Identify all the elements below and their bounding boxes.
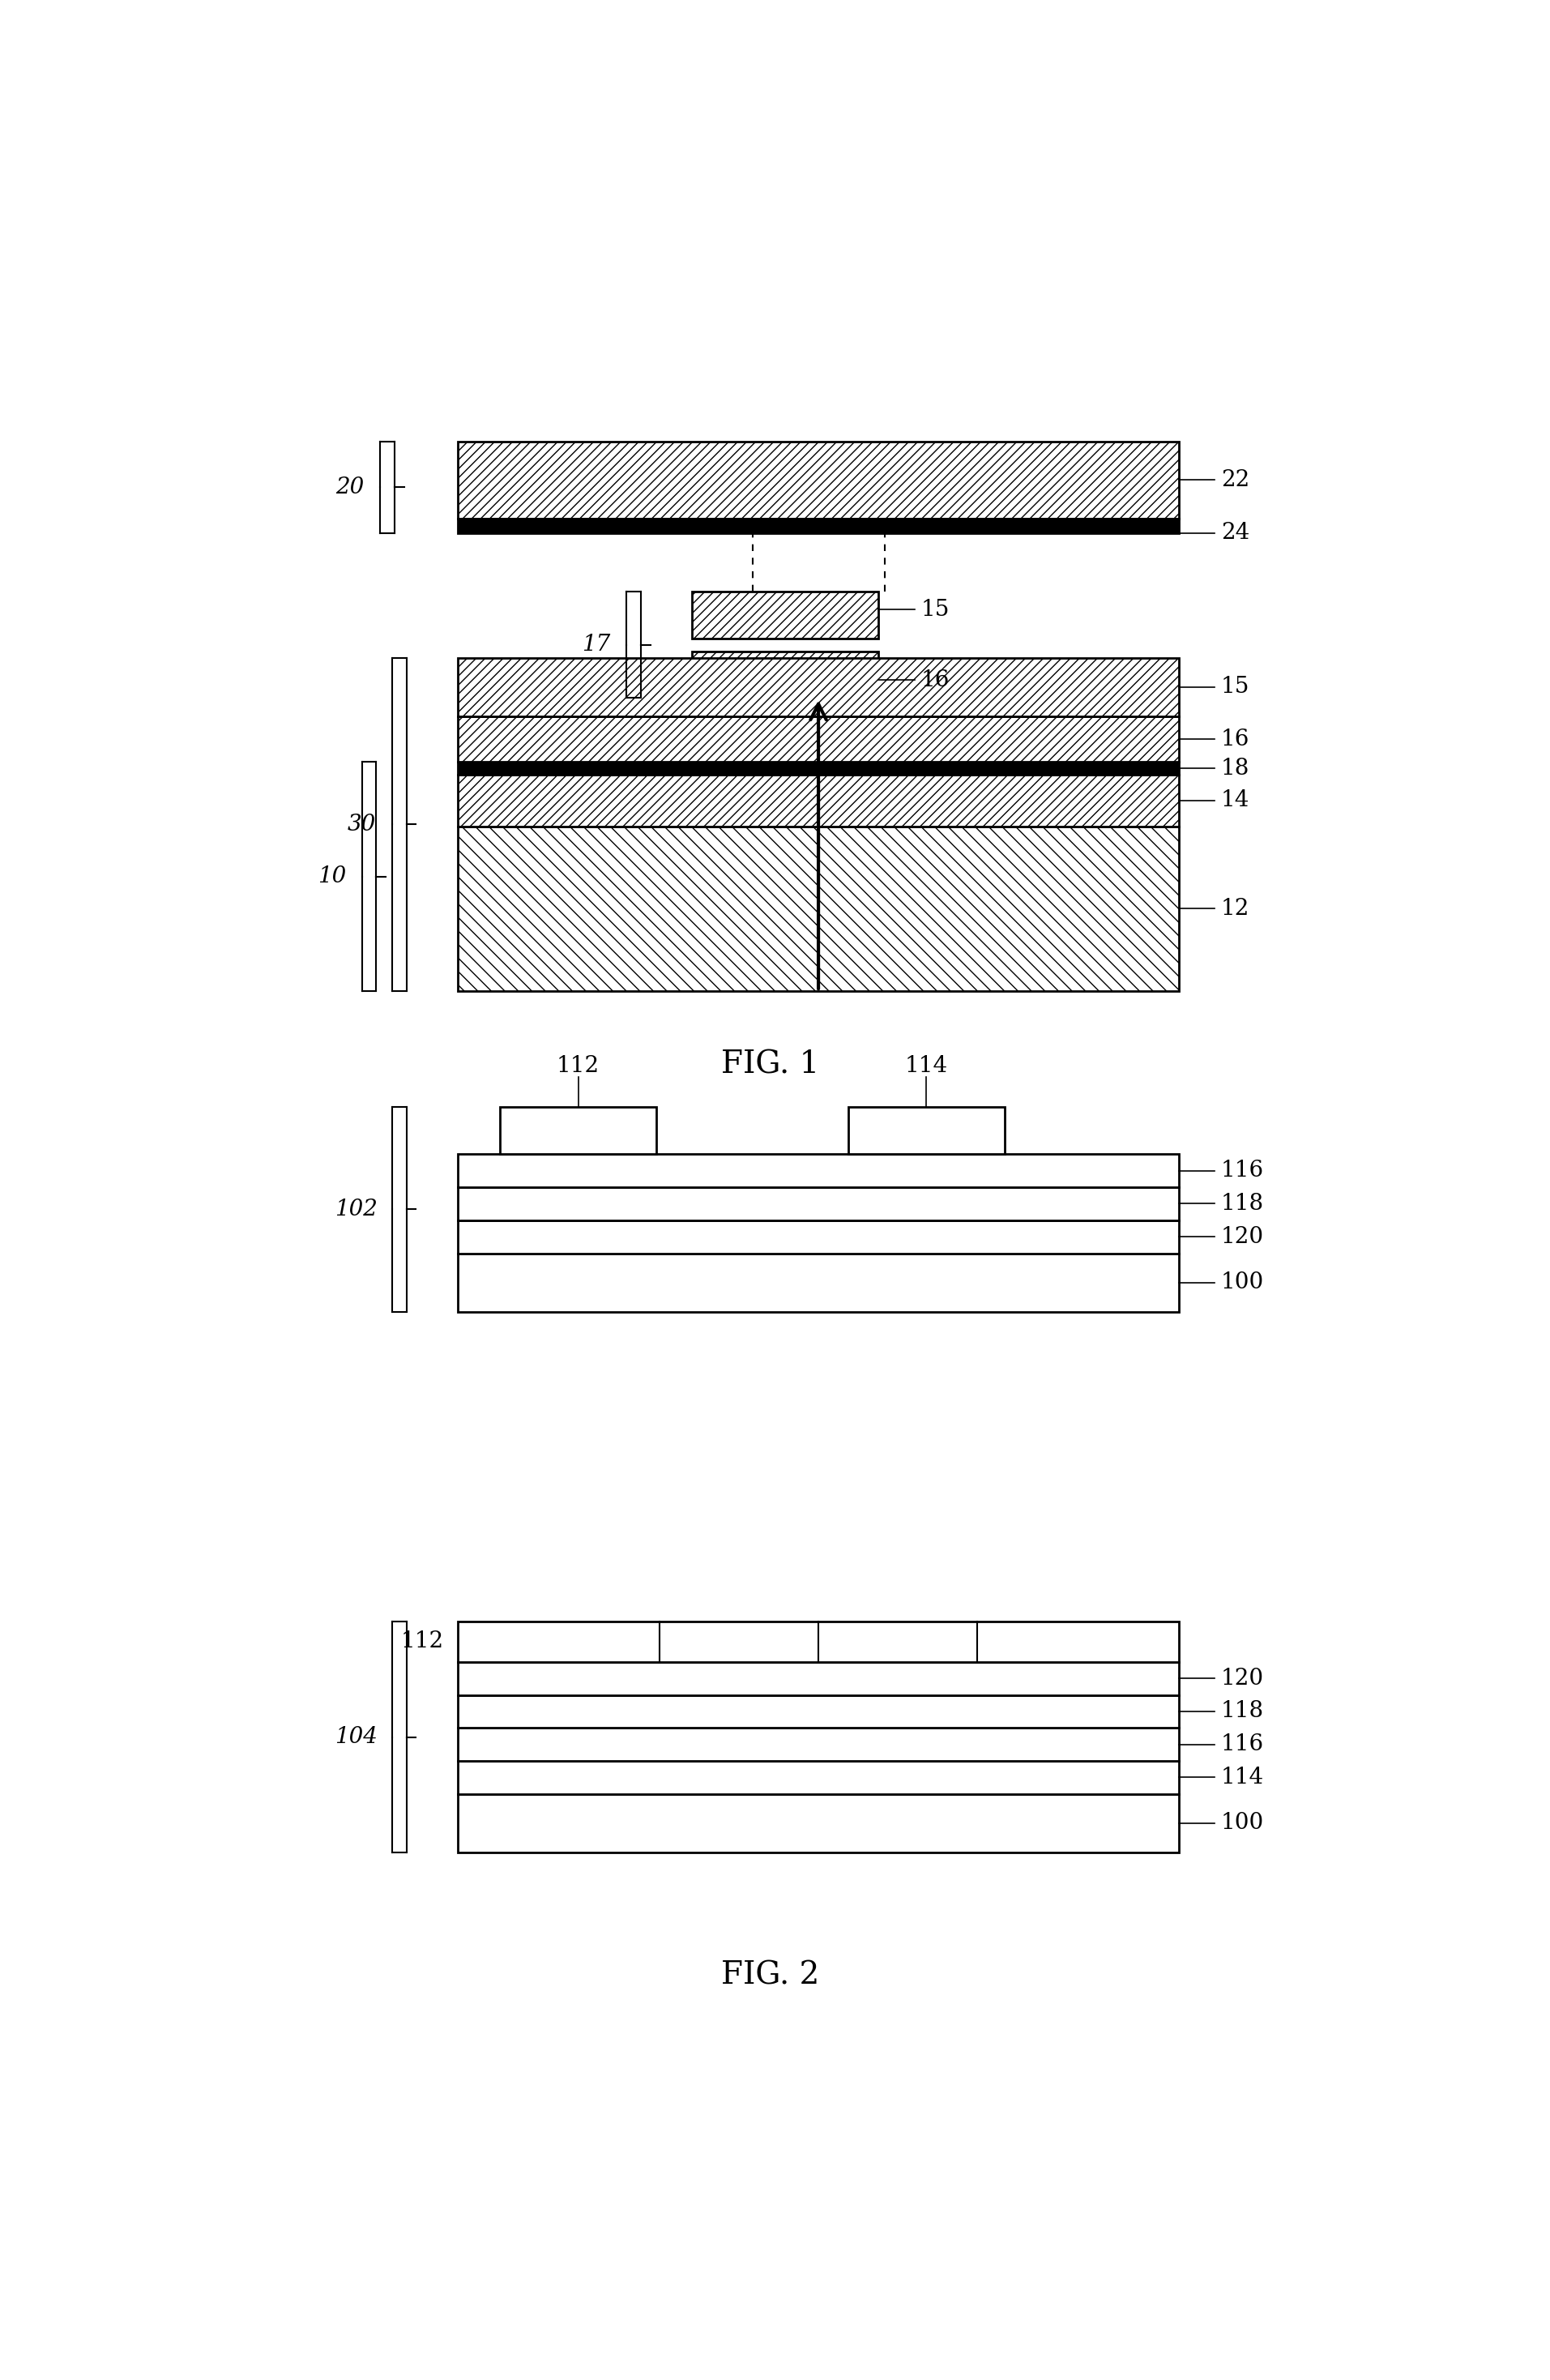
Text: 100: 100 [1221,1811,1263,1835]
Bar [501,1107,656,1154]
Bar [459,1221,1178,1254]
Text: FIG. 1: FIG. 1 [721,1050,820,1081]
Text: 22: 22 [1221,469,1249,490]
Text: 114: 114 [1221,1766,1263,1787]
Text: 118: 118 [1221,1699,1263,1723]
Bar [459,776,1178,826]
Text: 114: 114 [905,1054,949,1078]
Text: 15: 15 [1221,676,1249,697]
Bar [848,1107,1004,1154]
Text: 30: 30 [347,814,377,835]
Text: 16: 16 [921,669,949,690]
Text: 15: 15 [921,600,949,621]
Text: 104: 104 [335,1726,377,1747]
Text: FIG. 2: FIG. 2 [721,1961,820,1990]
Text: 112: 112 [400,1630,443,1652]
Bar [459,762,1178,776]
Text: 14: 14 [1221,790,1249,812]
Text: 20: 20 [336,476,364,497]
Text: 120: 120 [1221,1226,1263,1247]
Text: 18: 18 [1221,757,1249,778]
Bar [459,1154,1178,1188]
Bar [459,1661,1178,1695]
Bar [459,1621,1178,1661]
Bar [459,826,1178,990]
Bar [459,1761,1178,1795]
Bar [459,1254,1178,1311]
Text: 102: 102 [335,1197,377,1221]
Bar [693,652,879,697]
Text: 120: 120 [1221,1668,1263,1690]
Text: 17: 17 [581,633,611,657]
Bar [459,1728,1178,1761]
Bar [459,1795,1178,1852]
Text: 112: 112 [556,1054,600,1078]
Text: 24: 24 [1221,521,1249,545]
Text: 10: 10 [318,866,346,888]
Text: 12: 12 [1221,897,1249,919]
Text: 16: 16 [1221,728,1249,750]
Bar [459,657,1178,716]
Text: 116: 116 [1221,1733,1263,1756]
Text: 118: 118 [1221,1192,1263,1214]
Bar [459,1188,1178,1221]
Bar [693,593,879,638]
Bar [459,716,1178,762]
Bar [459,440,1178,519]
Text: 100: 100 [1221,1271,1263,1292]
Bar [459,519,1178,533]
Bar [459,1695,1178,1728]
Text: 116: 116 [1221,1159,1263,1183]
